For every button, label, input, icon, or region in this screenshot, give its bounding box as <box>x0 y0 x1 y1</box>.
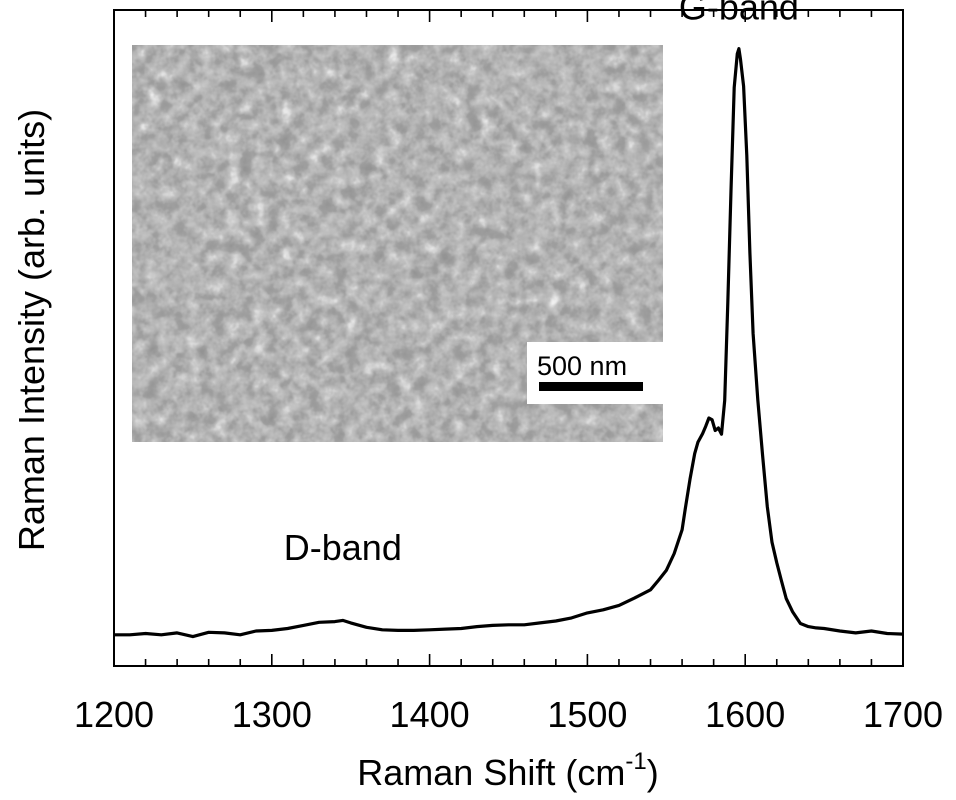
annotation-layer: G-band D-band <box>284 0 799 568</box>
x-axis-label-end: ) <box>647 752 659 793</box>
x-axis-label-text: Raman Shift (cm <box>357 752 625 793</box>
x-tick-label: 1300 <box>232 694 312 735</box>
scale-bar-background <box>527 342 663 404</box>
band-annotation: G-band <box>679 0 799 27</box>
x-axis-label-superscript: -1 <box>625 748 646 775</box>
x-tick-label: 1400 <box>390 694 470 735</box>
x-tick-label: 1200 <box>74 694 154 735</box>
x-tick-label: 1500 <box>547 694 627 735</box>
scale-bar <box>539 382 643 391</box>
series-layer <box>114 47 904 639</box>
plot-axes: 1200 1300 1400 1500 1600 1700 <box>74 9 943 735</box>
raman-spectrum-line <box>114 47 904 639</box>
y-axis-label: Raman Intensity (arb. units) <box>11 109 52 551</box>
x-axis-label: Raman Shift (cm-1) <box>357 748 658 793</box>
band-annotation: D-band <box>284 527 402 568</box>
sem-micrograph-inset: 500 nm <box>132 45 663 442</box>
plot-frame <box>113 9 904 667</box>
x-tick-label: 1700 <box>863 694 943 735</box>
x-tick-label: 1600 <box>705 694 785 735</box>
scale-bar-label: 500 nm <box>537 351 627 381</box>
